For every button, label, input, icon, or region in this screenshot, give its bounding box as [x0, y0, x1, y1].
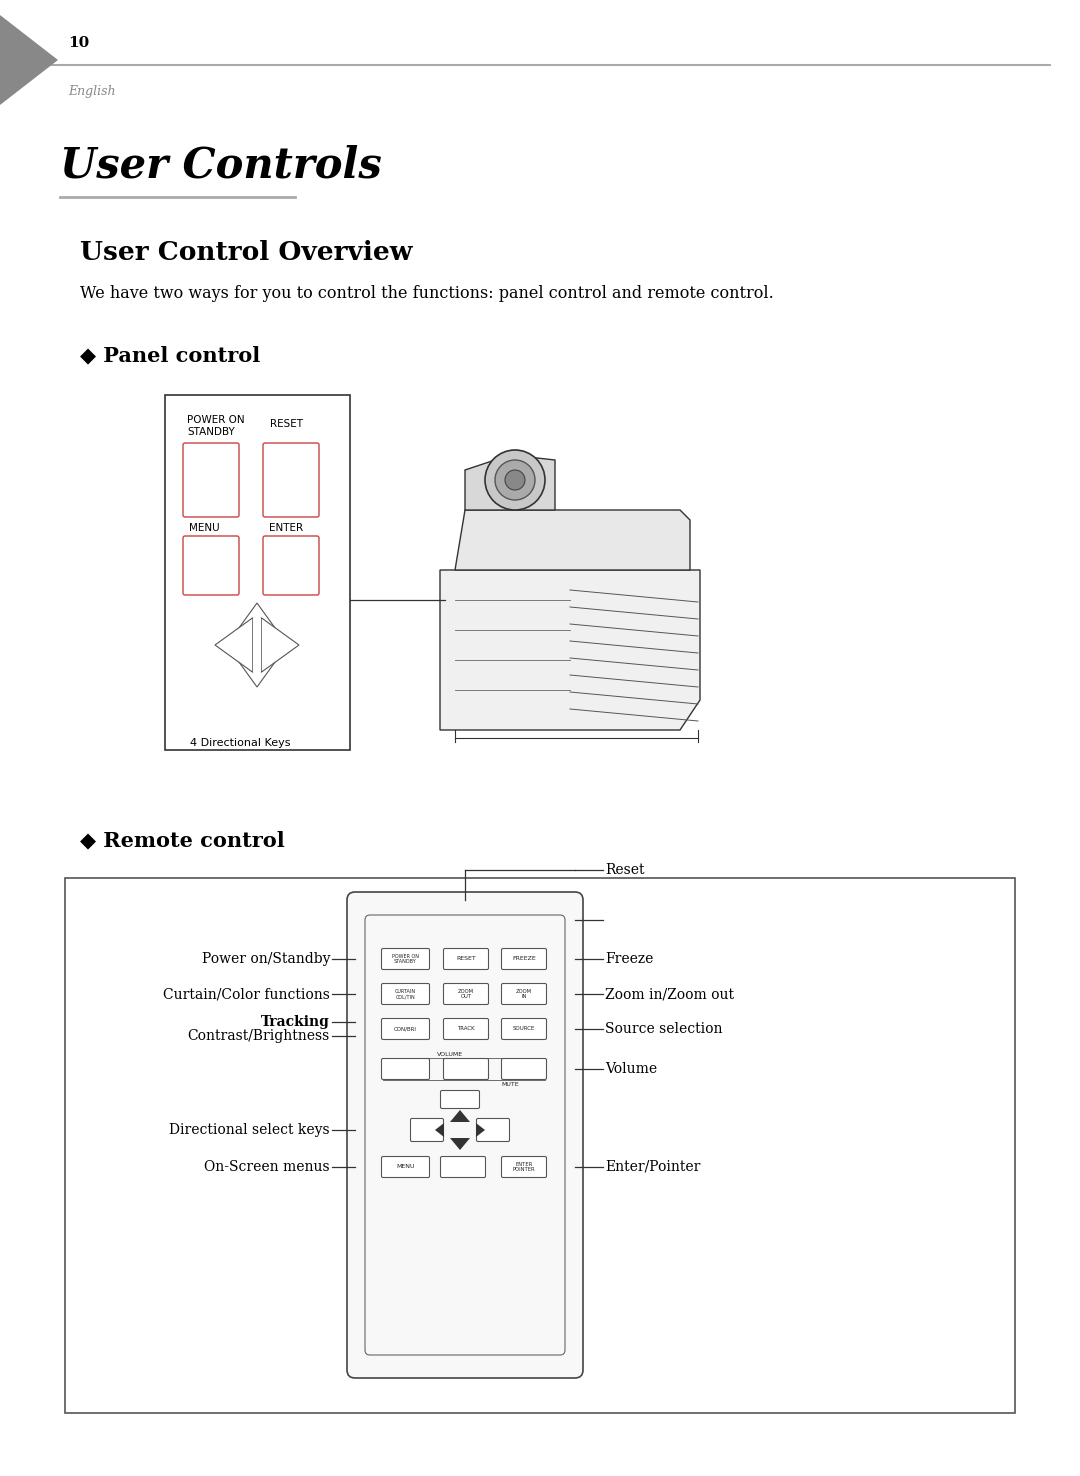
Text: ◆ Remote control: ◆ Remote control	[80, 830, 285, 850]
Polygon shape	[0, 15, 58, 105]
Circle shape	[485, 450, 545, 511]
Text: We have two ways for you to control the functions: panel control and remote cont: We have two ways for you to control the …	[80, 285, 773, 303]
Polygon shape	[455, 511, 690, 570]
Text: 10: 10	[68, 35, 90, 50]
Text: User Control Overview: User Control Overview	[80, 241, 413, 266]
Text: POWER ON
STANDBY: POWER ON STANDBY	[392, 953, 419, 964]
Bar	[165, 396, 350, 750]
Circle shape	[495, 461, 535, 500]
Polygon shape	[450, 1110, 470, 1122]
Text: RESET: RESET	[456, 956, 476, 961]
FancyBboxPatch shape	[501, 949, 546, 970]
Polygon shape	[465, 455, 555, 511]
Text: Reset: Reset	[605, 863, 645, 877]
FancyBboxPatch shape	[501, 1157, 546, 1178]
FancyBboxPatch shape	[365, 915, 565, 1355]
FancyBboxPatch shape	[476, 1119, 510, 1141]
Text: ZOOM
IN: ZOOM IN	[516, 989, 532, 999]
Text: On-Screen menus: On-Screen menus	[204, 1160, 330, 1173]
Text: Directional select keys: Directional select keys	[170, 1123, 330, 1137]
Polygon shape	[435, 1123, 444, 1137]
Text: Tracking: Tracking	[261, 1015, 330, 1029]
Text: Volume: Volume	[605, 1063, 657, 1076]
Polygon shape	[253, 617, 261, 672]
Text: Zoom in/Zoom out: Zoom in/Zoom out	[605, 987, 734, 1001]
FancyBboxPatch shape	[441, 1157, 486, 1178]
FancyBboxPatch shape	[183, 443, 239, 517]
Text: English: English	[68, 86, 116, 97]
Polygon shape	[476, 1123, 485, 1137]
Text: ENTER: ENTER	[269, 523, 303, 533]
FancyBboxPatch shape	[183, 536, 239, 595]
FancyBboxPatch shape	[501, 1058, 546, 1079]
Text: CURTAIN
COL/TIN: CURTAIN COL/TIN	[395, 989, 416, 999]
Circle shape	[505, 469, 525, 490]
FancyBboxPatch shape	[264, 443, 319, 517]
Text: Source selection: Source selection	[605, 1021, 723, 1036]
FancyBboxPatch shape	[347, 892, 583, 1379]
Text: CON/BRI: CON/BRI	[394, 1026, 417, 1032]
Text: Curtain/Color functions: Curtain/Color functions	[163, 987, 330, 1001]
FancyBboxPatch shape	[381, 1157, 430, 1178]
Polygon shape	[215, 617, 253, 672]
FancyBboxPatch shape	[501, 983, 546, 1005]
Text: MUTE: MUTE	[501, 1082, 518, 1086]
FancyBboxPatch shape	[441, 1091, 480, 1108]
FancyBboxPatch shape	[381, 983, 430, 1005]
Polygon shape	[230, 649, 284, 686]
Polygon shape	[230, 604, 284, 641]
Text: Contrast/Brightness: Contrast/Brightness	[188, 1029, 330, 1044]
Text: MENU: MENU	[189, 523, 219, 533]
Polygon shape	[440, 570, 700, 731]
Text: ◆ Panel control: ◆ Panel control	[80, 345, 260, 365]
FancyBboxPatch shape	[444, 949, 488, 970]
Bar	[65, 878, 1015, 1413]
Text: SOURCE: SOURCE	[513, 1026, 536, 1032]
FancyBboxPatch shape	[444, 1018, 488, 1039]
FancyBboxPatch shape	[410, 1119, 444, 1141]
Text: RESET: RESET	[270, 419, 303, 430]
Text: ENTER
POINTER: ENTER POINTER	[513, 1162, 536, 1172]
Text: Enter/Pointer: Enter/Pointer	[605, 1160, 700, 1173]
Text: TRACK: TRACK	[457, 1026, 475, 1032]
Text: STANDBY: STANDBY	[187, 427, 234, 437]
Polygon shape	[450, 1138, 470, 1150]
Text: 4 Directional Keys: 4 Directional Keys	[190, 738, 291, 748]
FancyBboxPatch shape	[381, 949, 430, 970]
Text: MENU: MENU	[396, 1165, 415, 1169]
Text: POWER ON: POWER ON	[187, 415, 245, 425]
Polygon shape	[261, 617, 299, 672]
Text: ZOOM
OUT: ZOOM OUT	[458, 989, 474, 999]
Text: User Controls: User Controls	[60, 145, 381, 187]
Text: Power on/Standby: Power on/Standby	[202, 952, 330, 965]
FancyBboxPatch shape	[264, 536, 319, 595]
FancyBboxPatch shape	[444, 983, 488, 1005]
Text: VOLUME: VOLUME	[437, 1052, 463, 1057]
Text: FREEZE: FREEZE	[512, 956, 536, 961]
FancyBboxPatch shape	[501, 1018, 546, 1039]
Text: Freeze: Freeze	[605, 952, 653, 965]
FancyBboxPatch shape	[381, 1018, 430, 1039]
FancyBboxPatch shape	[444, 1058, 488, 1079]
FancyBboxPatch shape	[381, 1058, 430, 1079]
